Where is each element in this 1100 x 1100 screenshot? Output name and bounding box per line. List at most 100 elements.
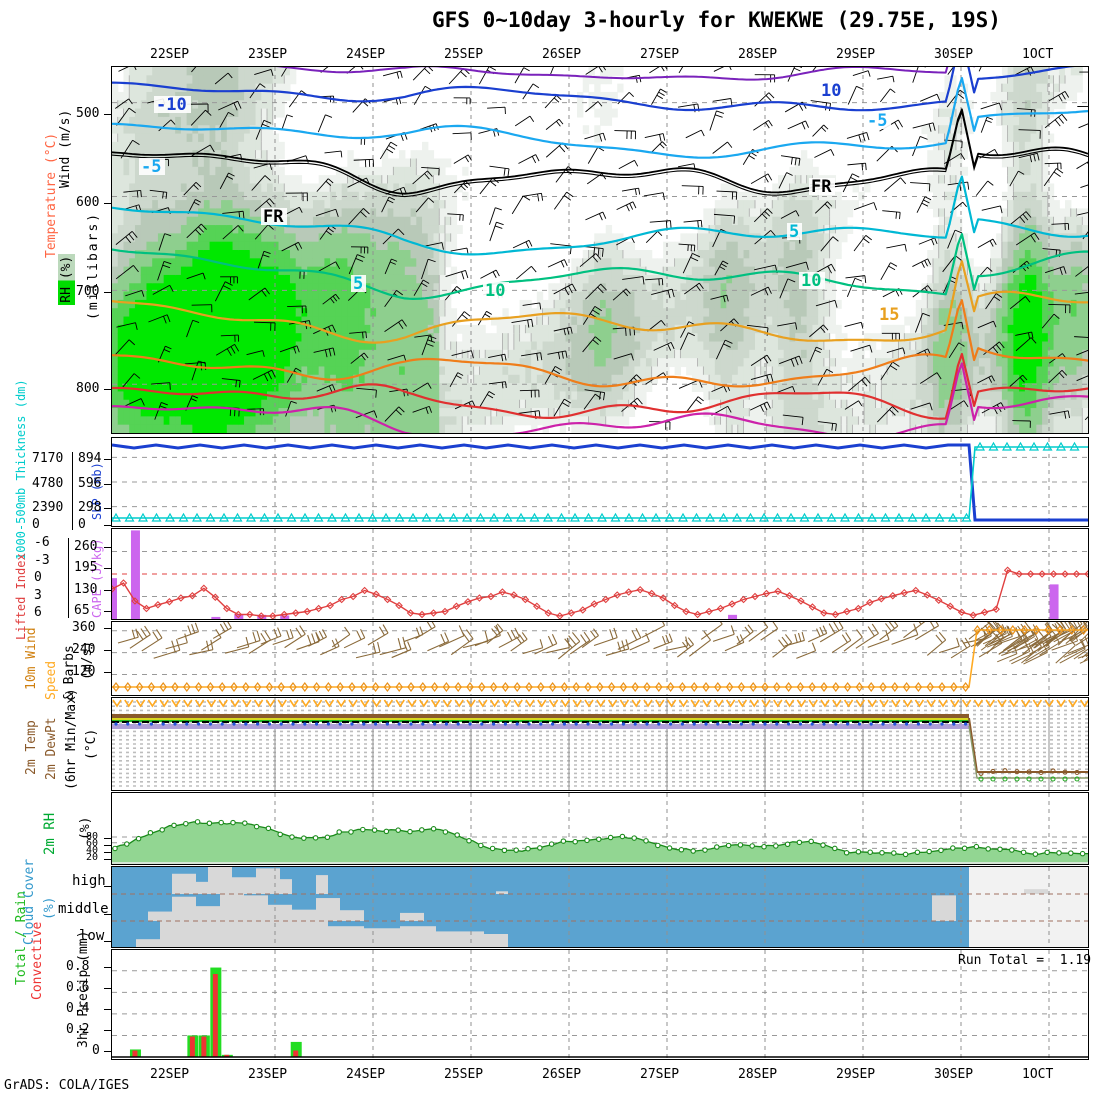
- axis-tick: [104, 203, 111, 204]
- y-tick-240: 240: [72, 642, 96, 657]
- axis-tick: [104, 941, 111, 942]
- axis-tick: [104, 525, 111, 526]
- y-tick-3: 3: [34, 588, 42, 603]
- y-tick-0: 0: [34, 570, 42, 585]
- panel-2m-rh[interactable]: [111, 792, 1089, 865]
- upper-air-axis-title: (millibars): [86, 211, 101, 320]
- date-label-22sep: 22SEP: [150, 47, 190, 62]
- panel-precip[interactable]: [111, 949, 1089, 1060]
- temp-dewpt-plot: [112, 698, 1088, 790]
- precip-convective-bars: [132, 974, 299, 1057]
- date-label-27sep: 27SEP: [640, 1067, 680, 1082]
- panel-cloud-cover[interactable]: [111, 866, 1089, 948]
- y-tick-298: 298: [78, 500, 102, 515]
- y-tick-120: 120: [72, 664, 96, 679]
- axis-tick: [104, 967, 111, 968]
- date-label-26sep: 26SEP: [542, 47, 582, 62]
- y-tick-20: 20: [86, 852, 99, 863]
- date-label-1oct: 1OCT: [1022, 1067, 1054, 1082]
- y-tick-0.4: 0.4: [66, 1001, 90, 1016]
- date-label-1oct: 1OCT: [1022, 47, 1054, 62]
- axis-tick: [104, 1030, 111, 1031]
- wind-barbs: [117, 622, 1088, 665]
- y-tick-596: 596: [78, 476, 102, 491]
- date-label-25sep: 25SEP: [444, 47, 484, 62]
- wind10m-label-a: 10m Wind: [24, 627, 39, 690]
- y-tick-0: 0: [32, 517, 40, 532]
- panel-upper-air[interactable]: -10 -5 FR 5 10 10 -5 FR 5 10 15: [111, 66, 1089, 434]
- axis-tick: [104, 508, 111, 509]
- y-tick-700: 700: [76, 284, 100, 299]
- page-title: GFS 0~10day 3-hourly for KWEKWE (29.75E,…: [432, 8, 1001, 32]
- axis-tick: [104, 886, 111, 887]
- temp-band: [112, 714, 969, 718]
- date-label-24sep: 24SEP: [346, 47, 386, 62]
- date-label-25sep: 25SEP: [444, 1067, 484, 1082]
- y-tick-60: 60: [86, 838, 99, 849]
- precip-total-label: Total / Rain: [14, 891, 29, 985]
- axis-tick: [104, 547, 111, 548]
- cloud-cells: [136, 867, 1048, 947]
- precip-plot: [112, 950, 1088, 1059]
- date-label-29sep: 29SEP: [836, 1067, 876, 1082]
- thickness-line: [112, 446, 1088, 519]
- y-tick-40: 40: [86, 845, 99, 856]
- axis-tick: [104, 292, 111, 293]
- y-tick-0.6: 0.6: [66, 980, 90, 995]
- axis-tick: [104, 650, 111, 651]
- date-label-29sep: 29SEP: [836, 47, 876, 62]
- cloud-row-low: low: [79, 928, 105, 944]
- y-tick--3: -3: [34, 553, 50, 568]
- panel-2m-temp[interactable]: [111, 697, 1089, 791]
- y-tick-4780: 4780: [32, 476, 64, 491]
- date-label-24sep: 24SEP: [346, 1067, 386, 1082]
- axis-tick: [104, 459, 111, 460]
- temp-line-late: [968, 717, 1088, 773]
- y-tick-260: 260: [74, 539, 98, 554]
- axis-tick: [104, 389, 111, 390]
- axis-tick: [104, 845, 111, 846]
- rh-markers: [112, 819, 1086, 858]
- axis-tick: [104, 484, 111, 485]
- axis-tick: [104, 838, 111, 839]
- dewpt-markers: [114, 722, 968, 726]
- y-tick-360: 360: [72, 620, 96, 635]
- y-tick-500: 500: [76, 106, 100, 121]
- wind-barbs-plot: [112, 622, 1088, 695]
- y-tick-800: 800: [76, 381, 100, 396]
- axis-tick: [104, 859, 111, 860]
- temp2m-unit: (°C): [84, 728, 99, 760]
- date-label-26sep: 26SEP: [542, 1067, 582, 1082]
- y-tick-6: 6: [34, 605, 42, 620]
- axis-tick: [104, 628, 111, 629]
- y-tick-195: 195: [74, 560, 98, 575]
- panel-10m-wind[interactable]: [111, 621, 1089, 696]
- date-label-23sep: 23SEP: [248, 1067, 288, 1082]
- late-markers: [978, 768, 1080, 782]
- lifted-index-line: [112, 569, 1088, 617]
- y-tick-0: 0: [92, 1043, 100, 1058]
- minmax-markers: [112, 699, 1088, 708]
- y-tick-0: 0: [78, 517, 86, 532]
- temp2m-label: 2m Temp: [24, 720, 39, 775]
- y-tick-0.8: 0.8: [66, 959, 90, 974]
- date-label-30sep: 30SEP: [934, 47, 974, 62]
- date-label-28sep: 28SEP: [738, 47, 778, 62]
- axis-tick: [104, 590, 111, 591]
- rh-swatch: RH (%): [58, 253, 75, 305]
- date-label-27sep: 27SEP: [640, 47, 680, 62]
- minmax-label: (6hr Min/Max): [64, 688, 79, 790]
- axis-tick: [104, 611, 111, 612]
- rh-plot: [112, 793, 1088, 864]
- legend-temperature-label: Temperature (°C): [44, 132, 59, 258]
- panel-li-cape[interactable]: [111, 528, 1089, 620]
- precip-convective-label: Convective: [30, 921, 45, 1000]
- y-tick-80: 80: [86, 831, 99, 842]
- panel-slp-thickness[interactable]: [111, 437, 1089, 527]
- cloud-row-middle: middle: [58, 901, 109, 917]
- date-label-23sep: 23SEP: [248, 47, 288, 62]
- thickness-label: 1000-500mb Thickness (dm): [14, 379, 28, 560]
- axis-tick: [104, 988, 111, 989]
- wind-speed-line: [112, 629, 1088, 688]
- y-tick-2390: 2390: [32, 500, 64, 515]
